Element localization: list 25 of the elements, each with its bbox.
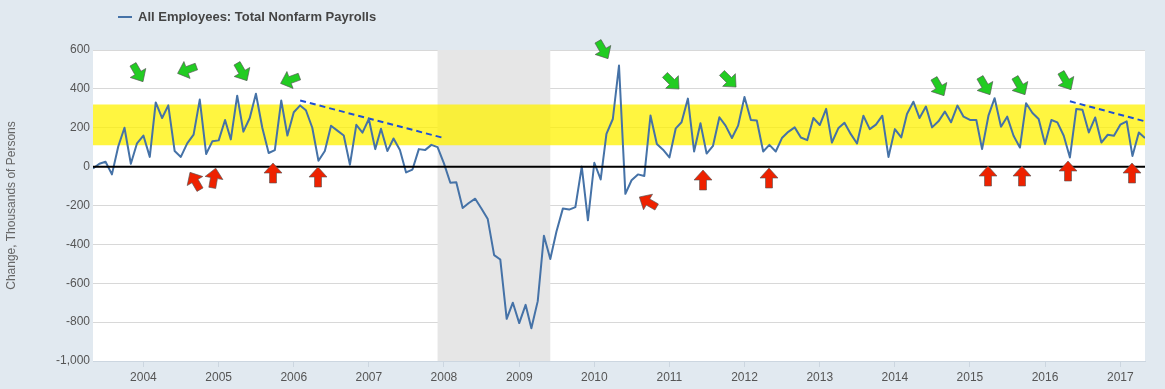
y-tick-label: -200: [65, 197, 91, 212]
legend-label: All Employees: Total Nonfarm Payrolls: [138, 9, 377, 24]
y-tick-label: 600: [69, 42, 91, 57]
y-tick-label: -400: [65, 236, 91, 251]
y-axis-title: Change, Thousands of Persons: [3, 121, 18, 290]
x-tick-label: 2004: [130, 369, 158, 384]
x-tick-label: 2013: [806, 369, 834, 384]
x-tick-label: 2015: [956, 369, 984, 384]
x-tick-label: 2005: [205, 369, 233, 384]
y-tick-label: -1,000: [55, 353, 91, 368]
x-tick-label: 2011: [656, 369, 683, 384]
y-tick-label: 0: [83, 158, 91, 173]
x-tick-label: 2009: [505, 369, 533, 384]
y-tick-label: 400: [69, 81, 91, 96]
x-tick-label: 2014: [881, 369, 909, 384]
y-tick-label: 200: [69, 120, 91, 135]
x-tick-label: 2006: [280, 369, 308, 384]
x-tick-label: 2012: [731, 369, 759, 384]
y-tick-label: -800: [65, 314, 91, 329]
x-tick-label: 2017: [1106, 369, 1134, 384]
y-tick-label: -600: [65, 275, 91, 290]
x-tick-label: 2010: [580, 369, 608, 384]
x-tick-label: 2016: [1031, 369, 1059, 384]
x-tick-label: 2007: [355, 369, 383, 384]
x-tick-label: 2008: [430, 369, 458, 384]
